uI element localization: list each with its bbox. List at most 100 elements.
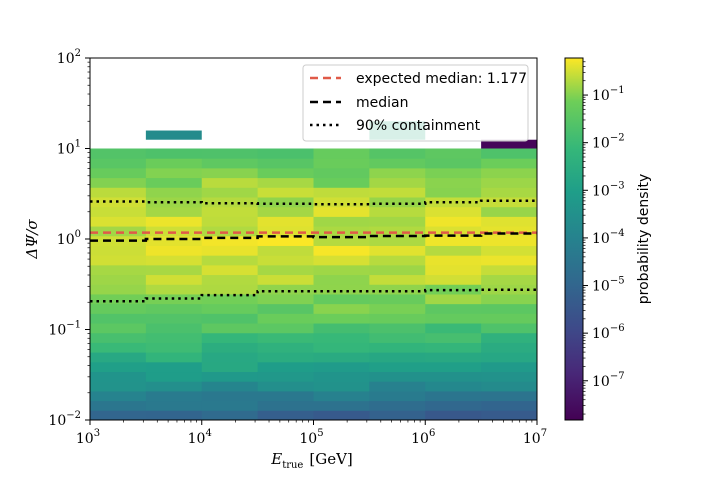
- heatmap-cells: [90, 121, 538, 421]
- heatmap-cell: [90, 352, 147, 363]
- heatmap-cell: [145, 206, 203, 217]
- heatmap-cell: [425, 342, 482, 353]
- heatmap-cell: [313, 255, 370, 266]
- heatmap-cell: [257, 216, 314, 227]
- heatmap-cell: [201, 284, 259, 295]
- heatmap-cell: [257, 177, 314, 188]
- heatmap-cell: [481, 177, 538, 188]
- heatmap-cell: [481, 235, 538, 246]
- heatmap-cell: [481, 245, 538, 256]
- heatmap-cell: [481, 342, 538, 353]
- heatmap-cell: [201, 226, 259, 237]
- heatmap-cell: [313, 245, 370, 256]
- heatmap-cell: [313, 381, 370, 392]
- heatmap-cell: [145, 255, 203, 266]
- heatmap-cell: [201, 148, 259, 159]
- heatmap-cell: [257, 158, 314, 169]
- heatmap-cell: [313, 274, 370, 285]
- heatmap-cell: [201, 177, 259, 188]
- colorbar-tick-label: 10−4: [592, 228, 625, 247]
- y-axis-label: ΔΨ/σ: [23, 219, 41, 260]
- heatmap-cell: [313, 264, 370, 276]
- heatmap-cell: [369, 284, 426, 295]
- heatmap-cell: [90, 371, 147, 382]
- heatmap-cell: [257, 342, 314, 353]
- heatmap-cell: [90, 361, 147, 373]
- heatmap-cell: [90, 148, 147, 159]
- heatmap-cell: [145, 177, 203, 188]
- colorbar-label: probability density: [636, 174, 652, 304]
- heatmap-cell: [425, 332, 482, 343]
- heatmap-cell: [257, 400, 314, 411]
- heatmap-cell: [425, 361, 482, 373]
- heatmap-cell: [369, 371, 426, 382]
- heatmap-cell: [90, 226, 147, 237]
- heatmap-cell: [145, 323, 203, 334]
- colorbar-tick-label: 10−2: [592, 133, 625, 152]
- heatmap-cell: [145, 400, 203, 411]
- heatmap-cell: [481, 381, 538, 392]
- heatmap-cell: [145, 390, 203, 402]
- heatmap-cell: [145, 410, 203, 421]
- heatmap-cell: [481, 371, 538, 382]
- heatmap-cell: [481, 400, 538, 411]
- heatmap-cell: [90, 216, 147, 227]
- heatmap-cell: [481, 148, 538, 159]
- heatmap-cell: [145, 235, 203, 246]
- heatmap-cell: [313, 371, 370, 382]
- heatmap-cell: [481, 332, 538, 343]
- heatmap-cell: [313, 226, 370, 237]
- heatmap-cell: [481, 196, 538, 208]
- heatmap-cell: [201, 216, 259, 227]
- heatmap-cell: [313, 352, 370, 363]
- heatmap-cell: [90, 390, 147, 402]
- heatmap-cell: [481, 361, 538, 373]
- legend-label-containment: 90% containment: [356, 118, 481, 134]
- heatmap-cell: [201, 361, 259, 373]
- y-tick-label: 100: [57, 229, 81, 248]
- heatmap-cell: [257, 293, 314, 305]
- heatmap-cell: [369, 167, 426, 179]
- heatmap-cell: [481, 303, 538, 314]
- heatmap-cell: [425, 226, 482, 237]
- heatmap-cell: [369, 264, 426, 276]
- colorbar-tick-label: 10−7: [592, 371, 625, 390]
- heatmap-cell: [481, 264, 538, 276]
- heatmap-cell: [90, 410, 147, 421]
- heatmap-cell: [90, 293, 147, 305]
- heatmap-cell: [201, 332, 259, 343]
- heatmap-cell: [313, 342, 370, 353]
- heatmap-cell: [145, 313, 203, 324]
- heatmap-cell: [481, 206, 538, 217]
- heatmap-cell: [369, 187, 426, 198]
- heatmap-cell: [201, 274, 259, 285]
- heatmap-cell: [425, 235, 482, 246]
- heatmap-cell: [425, 410, 482, 421]
- heatmap-cell: [145, 187, 203, 198]
- heatmap-cell: [369, 148, 426, 159]
- heatmap-cell: [90, 177, 147, 188]
- heatmap-cell: [90, 274, 147, 285]
- heatmap-cell: [145, 245, 203, 256]
- heatmap-cell: [90, 264, 147, 276]
- heatmap-cell: [257, 226, 314, 237]
- heatmap-cell: [145, 148, 203, 159]
- heatmap-cell: [145, 167, 203, 179]
- heatmap-cell: [201, 255, 259, 266]
- heatmap-cell: [369, 226, 426, 237]
- heatmap-cell: [369, 332, 426, 343]
- heatmap-cell: [369, 303, 426, 314]
- heatmap-cell: [257, 390, 314, 402]
- heatmap-cell: [369, 410, 426, 421]
- heatmap-cell: [369, 206, 426, 217]
- heatmap-cell: [201, 410, 259, 421]
- colorbar-tick-label: 10−3: [592, 180, 625, 199]
- heatmap-cell: [425, 158, 482, 169]
- heatmap-cell: [369, 196, 426, 208]
- heatmap-cell: [257, 255, 314, 266]
- heatmap-cell: [201, 342, 259, 353]
- heatmap-cell: [481, 255, 538, 266]
- overlay-lines: [90, 199, 537, 303]
- heatmap-cell: [425, 303, 482, 314]
- y-tick-label: 10−2: [48, 410, 81, 429]
